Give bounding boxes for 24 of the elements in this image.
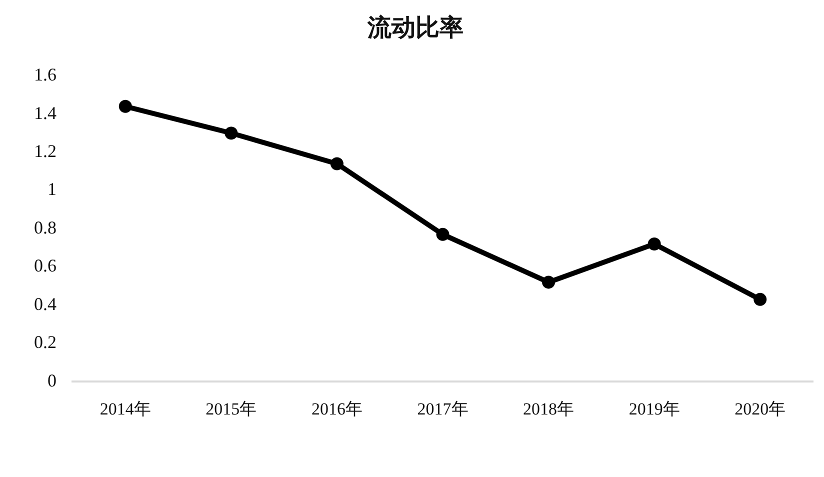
y-tick-label: 1.4 xyxy=(34,102,56,123)
y-tick-label: 0 xyxy=(48,370,56,390)
point xyxy=(224,126,238,140)
x-tick-label: 2015年 xyxy=(206,399,257,418)
y-tick-label: 0.2 xyxy=(34,332,56,352)
y-tick-label: 1.2 xyxy=(34,140,56,161)
x-tick-label: 2016年 xyxy=(311,399,362,418)
x-tick-label: 2018年 xyxy=(523,399,574,418)
point xyxy=(330,157,344,170)
x-tick-label: 2019年 xyxy=(628,399,680,418)
x-tick-label: 2014年 xyxy=(100,399,151,418)
point xyxy=(436,228,450,241)
y-tick-label: 1.6 xyxy=(34,64,56,85)
y-tick-label: 0.6 xyxy=(34,256,56,276)
y-tick-label: 0.4 xyxy=(34,294,56,314)
point xyxy=(754,292,767,306)
y-tick-label: 0.8 xyxy=(34,217,56,238)
y-tick-label: 1 xyxy=(48,179,56,200)
x-tick-label: 2020年 xyxy=(734,399,786,418)
point xyxy=(118,100,132,113)
x-tick-label: 2017年 xyxy=(417,399,468,418)
chart-title: 流动比率 xyxy=(366,14,464,42)
point xyxy=(648,237,661,250)
point xyxy=(542,276,556,289)
